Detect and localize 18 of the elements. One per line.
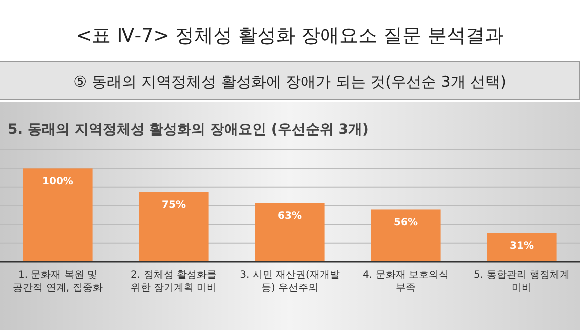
x-tick-label: 5. 통합관리 행정체계 미비: [474, 270, 570, 294]
data-label: 63%: [278, 211, 302, 222]
data-label: 56%: [394, 218, 418, 229]
data-label: 100%: [42, 176, 74, 188]
bar: [139, 192, 209, 262]
text: 5. 동래의 지역정체성 활성화의 장애요인 (우선순위 3개): [8, 122, 369, 138]
x-tick-label: 3. 시민 재산권(재개발 등) 우선주의: [240, 270, 340, 294]
bar: [23, 168, 93, 262]
data-label: 31%: [510, 241, 534, 252]
x-tick-label: 1. 문화재 복원 및 공간적 연계, 집중화: [13, 270, 103, 294]
chart-title: <표 Ⅳ-7> 정체성 활성화 장애요소 질문 분석결과: [76, 25, 504, 47]
x-tick-label: 4. 문화재 보호의식 부족: [363, 270, 449, 294]
bar: [487, 233, 557, 262]
data-label: 75%: [162, 200, 186, 211]
x-tick-label: 2. 정체성 활성화를 위한 장기계획 미비: [130, 270, 218, 294]
bar: [255, 203, 325, 262]
chart-subtitle: ⑤ 동래의 지역정체성 활성화에 장애가 되는 것(우선순 3개 선택): [74, 73, 506, 91]
bar: [371, 210, 441, 262]
